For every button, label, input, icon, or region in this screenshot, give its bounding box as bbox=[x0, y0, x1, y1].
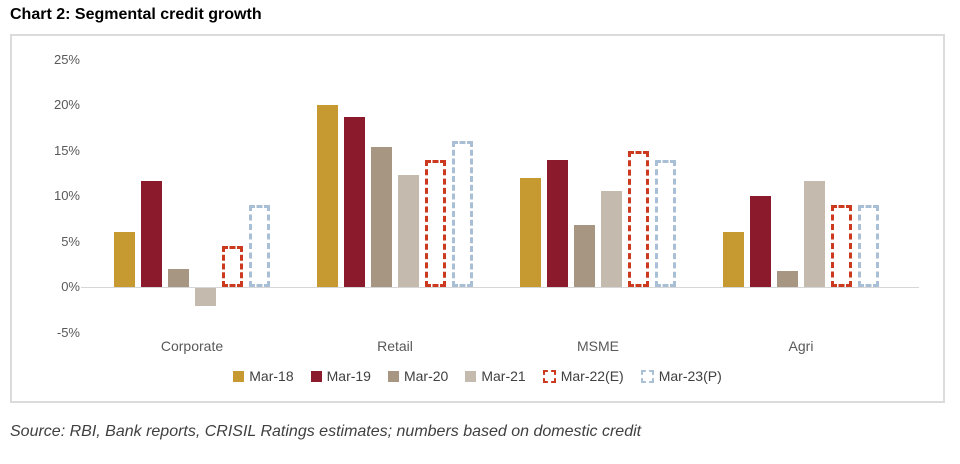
category-label-corporate: Corporate bbox=[160, 338, 224, 354]
y-axis-tick-label: -5% bbox=[56, 324, 80, 340]
bar-mar22e-agri bbox=[831, 205, 852, 287]
bar-mar19-msme bbox=[547, 159, 568, 287]
legend-marker-solid-swatch bbox=[233, 370, 245, 382]
legend-label: Mar-18 bbox=[249, 368, 294, 384]
y-axis-tick-label: 5% bbox=[61, 233, 80, 249]
bar-mar20-retail bbox=[371, 146, 392, 287]
legend-label: Mar-21 bbox=[481, 368, 526, 384]
y-axis-tick-label: 15% bbox=[53, 142, 80, 158]
y-axis-tick-label: 0% bbox=[61, 279, 80, 294]
legend-marker-dashed-swatch bbox=[640, 369, 654, 383]
legend-item-mar23p: Mar-23(P) bbox=[640, 368, 722, 384]
y-axis-tick-label: 10% bbox=[53, 188, 80, 203]
chart-legend: Mar-18 Mar-19 Mar-20 Mar-21 Mar-22(E) Mar-23(… bbox=[12, 368, 943, 384]
x-axis-zero-line bbox=[81, 287, 919, 288]
chart-panel: 25% 20% 15% 10% 5% 0% -5% Corporate Retail MSME Ag… bbox=[10, 34, 945, 403]
bar-mar22e-retail bbox=[425, 159, 446, 287]
legend-marker-dashed-swatch bbox=[542, 369, 556, 383]
y-axis-tick-label: 25% bbox=[53, 51, 80, 67]
bar-mar19-corporate bbox=[141, 180, 162, 287]
source-note: Source: RBI, Bank reports, CRISIL Rating… bbox=[10, 423, 642, 440]
legend-label: Mar-20 bbox=[403, 368, 449, 384]
legend-marker-solid-swatch bbox=[465, 370, 477, 382]
category-label-retail: Retail bbox=[377, 338, 413, 354]
legend-marker-solid-swatch bbox=[310, 370, 322, 382]
legend-item-mar22e: Mar-22(E) bbox=[542, 368, 624, 384]
legend-item-mar20: Mar-20 bbox=[387, 368, 449, 384]
bar-mar20-corporate bbox=[168, 268, 189, 287]
legend-item-mar18: Mar-18 bbox=[233, 368, 294, 384]
bar-mar19-agri bbox=[750, 196, 771, 287]
bar-mar21-corporate bbox=[195, 288, 216, 307]
bar-mar23p-msme bbox=[655, 159, 676, 287]
legend-item-mar19: Mar-19 bbox=[310, 368, 371, 384]
bar-mar18-retail bbox=[317, 105, 338, 287]
bar-mar23p-retail bbox=[452, 141, 473, 287]
y-axis-tick-label: 20% bbox=[53, 97, 80, 112]
bar-mar21-agri bbox=[804, 180, 825, 287]
bar-mar18-corporate bbox=[114, 232, 135, 287]
legend-label: Mar-22(E) bbox=[560, 368, 624, 384]
legend-label: Mar-23(P) bbox=[658, 368, 722, 384]
bar-mar18-msme bbox=[520, 177, 541, 287]
legend-marker-solid-swatch bbox=[387, 370, 399, 382]
legend-item-mar21: Mar-21 bbox=[465, 368, 526, 384]
bar-mar20-agri bbox=[777, 270, 798, 287]
bar-mar21-msme bbox=[601, 191, 622, 287]
bar-mar21-retail bbox=[398, 175, 419, 287]
bar-mar22e-msme bbox=[628, 150, 649, 287]
category-label-msme: MSME bbox=[577, 338, 619, 354]
legend-label: Mar-19 bbox=[326, 368, 371, 384]
bar-mar20-msme bbox=[574, 225, 595, 287]
bar-mar19-retail bbox=[344, 116, 365, 287]
bar-mar22e-corporate bbox=[222, 246, 243, 287]
chart-title: Chart 2: Segmental credit growth bbox=[10, 6, 262, 23]
bar-mar23p-corporate bbox=[249, 205, 270, 287]
category-label-agri: Agri bbox=[788, 338, 814, 354]
bar-mar23p-agri bbox=[858, 205, 879, 287]
bar-mar18-agri bbox=[723, 232, 744, 287]
